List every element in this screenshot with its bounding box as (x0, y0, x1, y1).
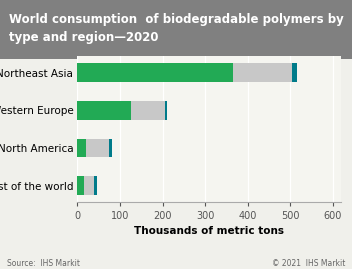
Text: World consumption  of biodegradable polymers by
type and region—2020: World consumption of biodegradable polym… (9, 13, 344, 44)
Bar (165, 101, 167, 120)
Text: © 2021  IHS Markit: © 2021 IHS Markit (272, 259, 345, 268)
Bar (293, 63, 297, 82)
Bar (86, 139, 109, 157)
Bar (94, 176, 96, 195)
Bar (77, 176, 84, 195)
Bar (77, 63, 233, 82)
Bar (77, 101, 131, 120)
Bar (84, 176, 94, 195)
Bar (77, 139, 86, 157)
Bar (233, 63, 293, 82)
Bar (131, 101, 165, 120)
Text: Source:  IHS Markit: Source: IHS Markit (7, 259, 80, 268)
X-axis label: Thousands of metric tons: Thousands of metric tons (134, 226, 284, 236)
Bar (109, 139, 112, 157)
